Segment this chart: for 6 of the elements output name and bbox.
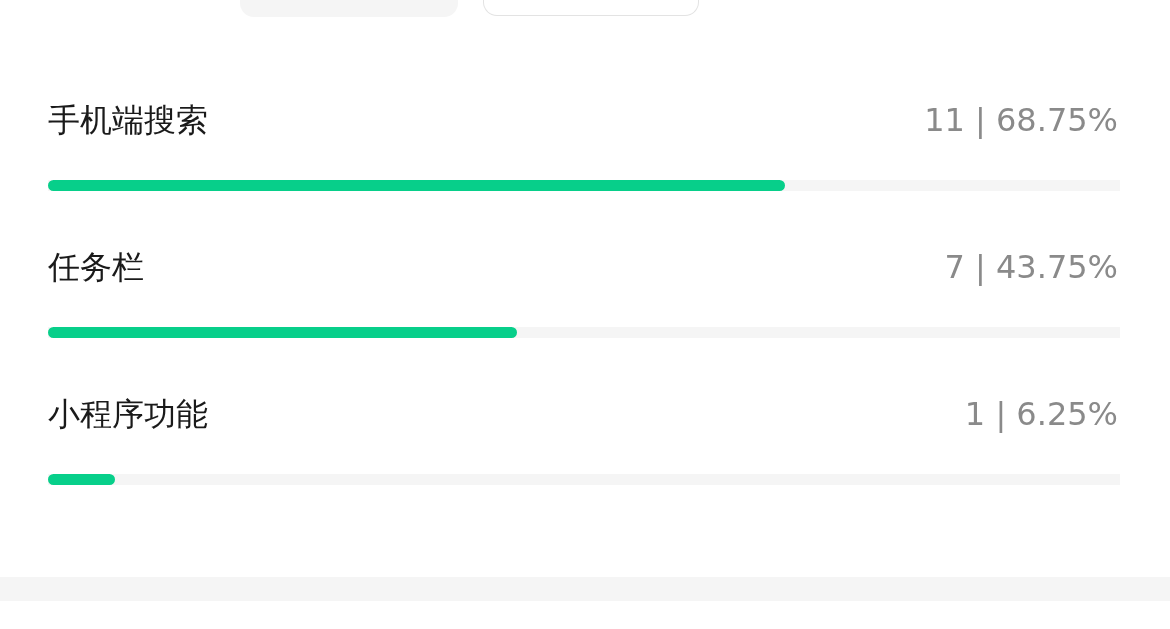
data-label: 7 | 43.75%: [944, 248, 1118, 286]
y-tick-label: 任务栏: [47, 248, 144, 286]
y-tick-label: 小程序功能: [48, 395, 208, 433]
y-tick-label: 手机端搜索: [48, 101, 208, 139]
data-label: 1 | 6.25%: [964, 395, 1118, 433]
data-label: 11 | 68.75%: [924, 101, 1118, 139]
